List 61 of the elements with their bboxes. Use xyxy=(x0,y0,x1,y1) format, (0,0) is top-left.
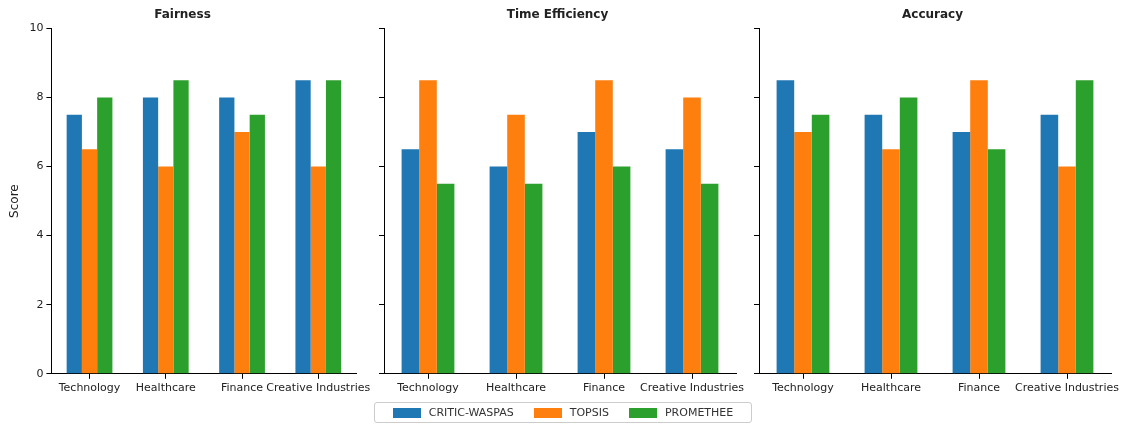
bar xyxy=(325,80,342,374)
bar xyxy=(173,80,189,374)
y-tick-label: 10 xyxy=(29,21,44,35)
y-tick-label: 4 xyxy=(36,228,44,242)
y-tick-label: 6 xyxy=(36,159,44,173)
bar xyxy=(295,80,311,374)
bar xyxy=(794,132,812,374)
bar xyxy=(249,114,265,374)
bar xyxy=(1040,114,1059,374)
bar xyxy=(683,97,701,374)
y-tick-label: 2 xyxy=(36,297,44,311)
x-tick-label: Healthcare xyxy=(135,381,196,395)
x-tick-label: Creative Industries xyxy=(266,381,371,395)
bar xyxy=(419,80,437,374)
chart-title: Accuracy xyxy=(901,7,964,22)
x-tick-label: Technology xyxy=(771,381,835,395)
x-tick-label: Finance xyxy=(957,381,1001,395)
bar xyxy=(489,166,508,374)
x-tick-label: Creative Industries xyxy=(640,381,745,395)
y-axis-title: Score xyxy=(7,184,22,218)
bar xyxy=(700,183,719,374)
bar xyxy=(612,166,631,374)
bar xyxy=(864,114,883,374)
bar xyxy=(310,166,326,374)
y-tick-label: 0 xyxy=(36,366,44,380)
bar xyxy=(970,80,988,374)
bar xyxy=(524,183,543,374)
x-tick-label: Finance xyxy=(582,381,626,395)
x-tick-label: Finance xyxy=(220,381,264,395)
chart-title: Time Efficiency xyxy=(506,7,609,22)
bar xyxy=(142,97,159,374)
bar xyxy=(234,132,250,374)
bar xyxy=(436,183,455,374)
x-tick-label: Healthcare xyxy=(861,381,922,395)
bar xyxy=(811,114,830,374)
bar xyxy=(401,149,420,374)
bar xyxy=(595,80,613,374)
bar xyxy=(899,97,918,374)
legend-label: TOPSIS xyxy=(569,406,609,419)
bar xyxy=(882,149,900,374)
legend-label: CRITIC-WASPAS xyxy=(428,406,514,419)
bar xyxy=(665,149,684,374)
legend-label: PROMETHEE xyxy=(664,406,734,419)
x-tick-label: Healthcare xyxy=(486,381,547,395)
chart-title: Fairness xyxy=(154,7,211,22)
bar xyxy=(952,132,971,374)
bar xyxy=(81,149,98,374)
y-tick-label: 8 xyxy=(36,90,44,104)
bar xyxy=(1058,166,1076,374)
x-tick-label: Technology xyxy=(57,381,121,395)
bar xyxy=(577,132,596,374)
x-tick-label: Creative Industries xyxy=(1015,381,1120,395)
bar xyxy=(507,114,525,374)
bar xyxy=(987,149,1006,374)
bar xyxy=(66,114,82,374)
bar xyxy=(1075,80,1094,374)
bar xyxy=(219,97,235,374)
bar xyxy=(158,166,174,374)
bar xyxy=(776,80,795,374)
bar xyxy=(97,97,113,374)
x-tick-label: Technology xyxy=(396,381,460,395)
